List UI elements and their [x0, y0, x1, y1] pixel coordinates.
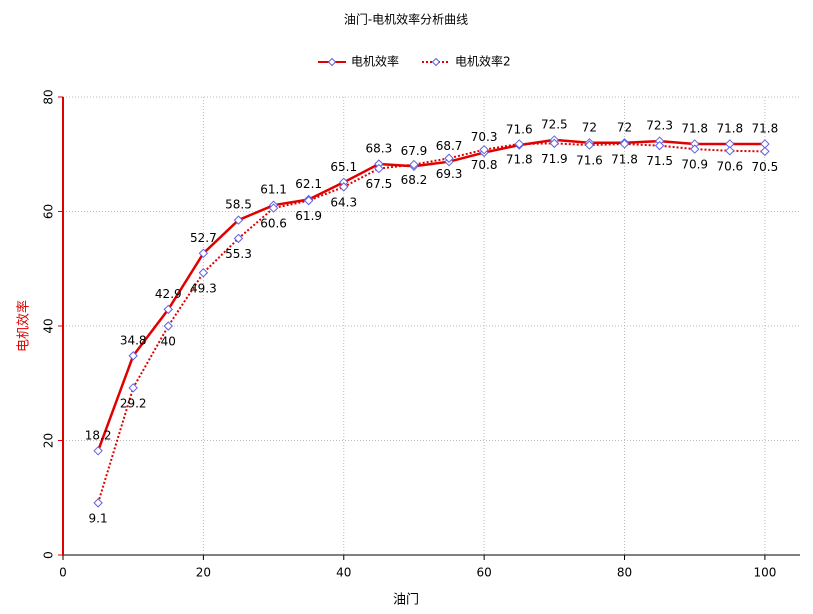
marker: [409, 159, 419, 170]
data-label: 71.8: [611, 152, 638, 166]
marker: [303, 195, 314, 206]
chart-title: 油门-电机效率分析曲线: [344, 12, 468, 27]
marker: [339, 182, 349, 192]
marker: [690, 144, 700, 154]
data-label: 67.5: [365, 177, 392, 191]
data-label: 68.7: [436, 139, 463, 153]
marker: [198, 268, 209, 278]
data-label: 71.8: [681, 121, 708, 135]
marker: [619, 139, 630, 149]
marker: [374, 163, 384, 174]
series-line: [96, 138, 765, 452]
y-tick-label: 80: [42, 89, 56, 104]
data-label: 68.3: [365, 141, 392, 155]
data-label: 72: [617, 120, 632, 134]
data-label: 58.5: [225, 198, 252, 212]
marker: [233, 233, 244, 244]
y-tick-label: 0: [42, 551, 56, 559]
marker: [514, 139, 524, 149]
data-label: 70.6: [716, 159, 743, 173]
data-label: 71.8: [716, 121, 743, 135]
marker: [93, 446, 103, 456]
marker: [654, 140, 665, 151]
data-label: 34.8: [120, 333, 147, 347]
data-label: 52.7: [190, 231, 217, 245]
x-tick-label: 40: [336, 566, 351, 580]
data-label: 71.6: [576, 154, 603, 168]
data-label: 72.3: [646, 119, 673, 133]
marker: [479, 144, 489, 155]
data-label: 70.9: [681, 158, 708, 172]
data-label: 29.2: [120, 396, 147, 410]
legend-label: 电机效率2: [455, 54, 511, 69]
marker: [760, 146, 770, 157]
y-tick-label: 60: [42, 204, 56, 219]
series-line: [97, 142, 765, 504]
marker: [268, 203, 279, 213]
data-label: 71.8: [506, 152, 533, 166]
data-label: 65.1: [330, 160, 357, 174]
marker: [128, 351, 138, 361]
x-tick-label: 80: [617, 566, 632, 580]
data-label: 71.6: [506, 123, 533, 137]
y-tick-label: 40: [42, 318, 56, 333]
y-tick-label: 20: [42, 433, 56, 448]
legend-label: 电机效率: [351, 54, 399, 69]
data-label: 60.6: [260, 217, 287, 231]
x-tick-label: 20: [196, 566, 211, 580]
legend-marker: [431, 57, 441, 67]
marker: [198, 248, 209, 258]
marker: [549, 138, 560, 149]
y-axis-label: 电机效率: [16, 300, 32, 352]
marker: [93, 498, 103, 508]
x-tick-label: 0: [59, 566, 67, 580]
data-label: 9.1: [89, 511, 108, 525]
data-label: 61.1: [260, 183, 287, 197]
x-axis-label: 油门: [393, 593, 419, 608]
marker: [444, 153, 454, 163]
data-label: 64.3: [330, 195, 357, 209]
data-label: 18.2: [85, 428, 112, 442]
data-label: 70.5: [752, 160, 779, 174]
data-label: 61.9: [295, 209, 322, 223]
marker: [163, 321, 173, 331]
legend-marker: [327, 57, 337, 67]
marker: [128, 383, 138, 393]
data-label: 70.3: [471, 130, 498, 144]
data-label: 62.1: [295, 177, 322, 191]
data-label: 69.3: [436, 167, 463, 181]
marker: [725, 146, 735, 156]
data-label: 70.8: [471, 158, 498, 172]
marker: [584, 140, 595, 150]
x-tick-label: 60: [477, 566, 492, 580]
data-label: 40: [161, 335, 176, 349]
data-label: 67.9: [401, 144, 428, 158]
data-label: 71.8: [752, 121, 779, 135]
data-label: 42.9: [155, 287, 182, 301]
data-label: 71.9: [541, 152, 568, 166]
marker: [233, 215, 244, 225]
marker: [163, 304, 173, 315]
data-label: 49.3: [190, 281, 217, 295]
data-label: 72: [582, 120, 597, 134]
x-tick-label: 100: [753, 566, 776, 580]
data-label: 55.3: [225, 247, 252, 261]
data-label: 68.2: [401, 173, 428, 187]
data-label: 71.5: [646, 154, 673, 168]
data-label: 72.5: [541, 117, 568, 131]
